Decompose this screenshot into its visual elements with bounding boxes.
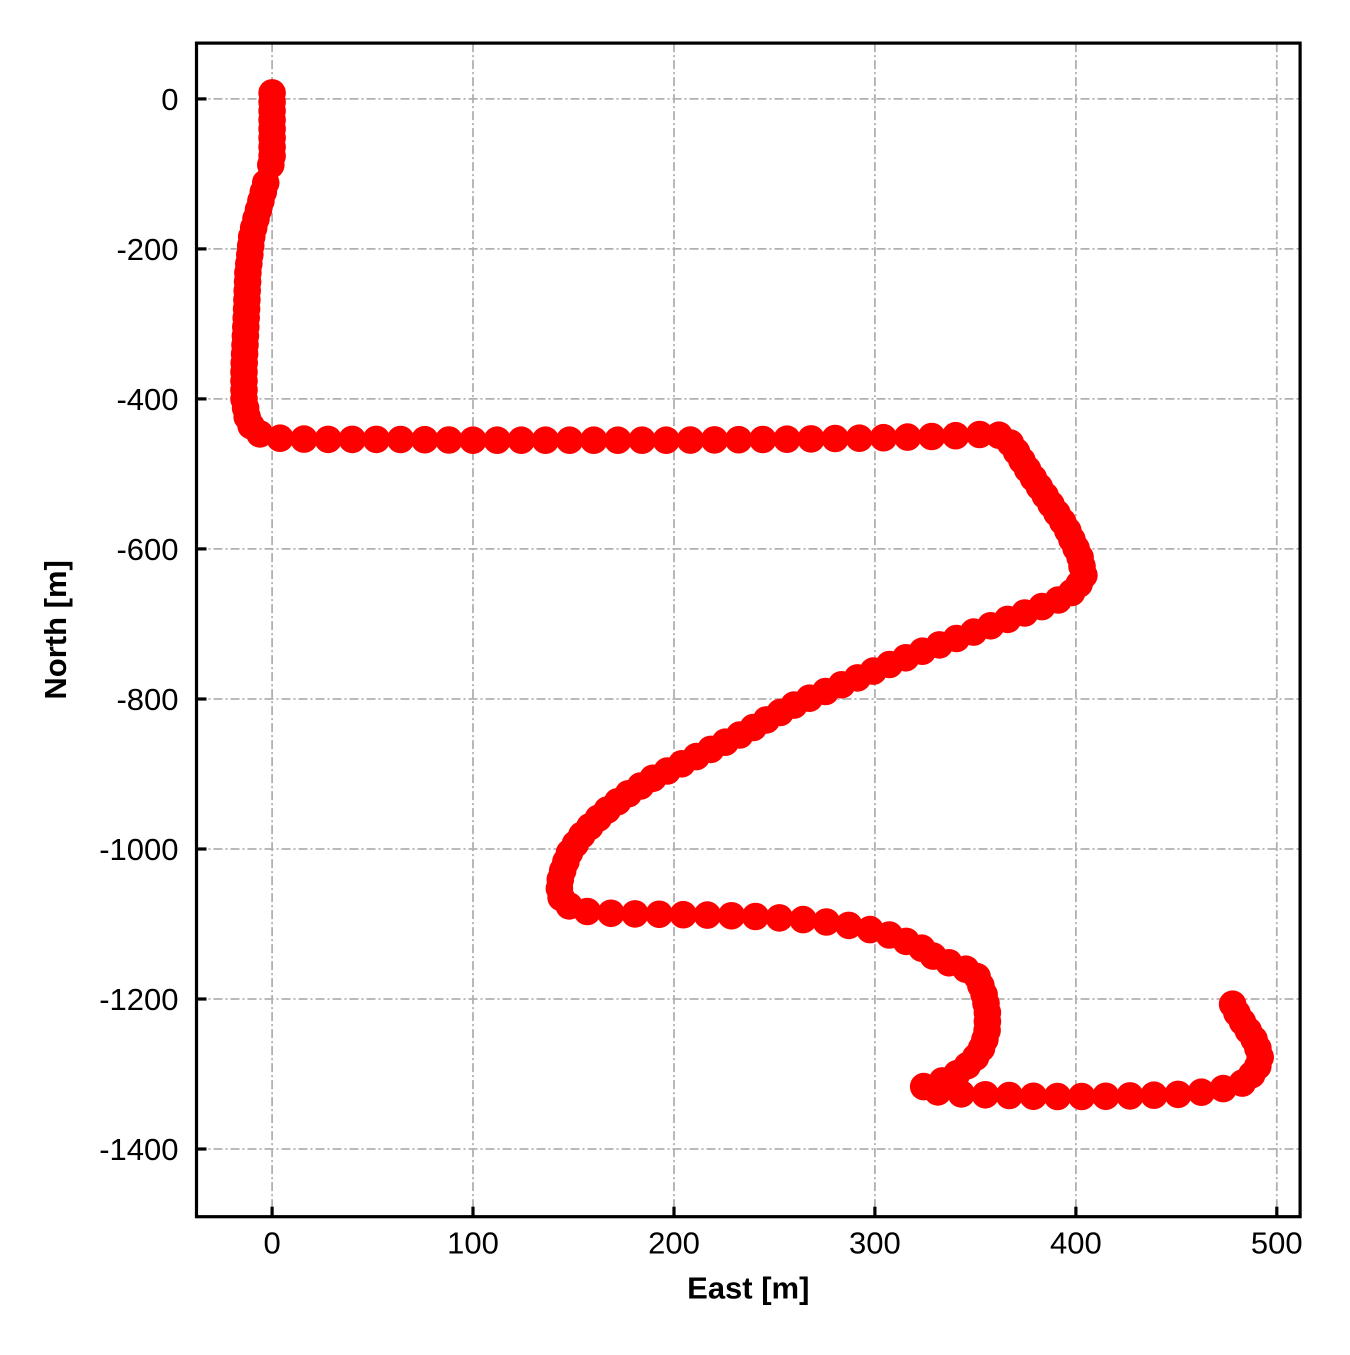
svg-text:100: 100 (447, 1226, 499, 1261)
svg-text:North [m]: North [m] (38, 560, 73, 699)
svg-text:300: 300 (849, 1226, 901, 1261)
svg-text:-1400: -1400 (99, 1132, 178, 1167)
svg-text:500: 500 (1251, 1226, 1303, 1261)
svg-text:-800: -800 (116, 682, 178, 717)
svg-text:-1000: -1000 (99, 832, 178, 867)
svg-text:400: 400 (1050, 1226, 1102, 1261)
svg-text:0: 0 (161, 82, 178, 117)
svg-text:0: 0 (263, 1226, 280, 1261)
svg-text:-1200: -1200 (99, 982, 178, 1017)
svg-text:-200: -200 (116, 232, 178, 267)
svg-text:-400: -400 (116, 382, 178, 417)
svg-text:200: 200 (648, 1226, 700, 1261)
svg-text:East [m]: East [m] (687, 1271, 809, 1306)
svg-text:-600: -600 (116, 532, 178, 567)
